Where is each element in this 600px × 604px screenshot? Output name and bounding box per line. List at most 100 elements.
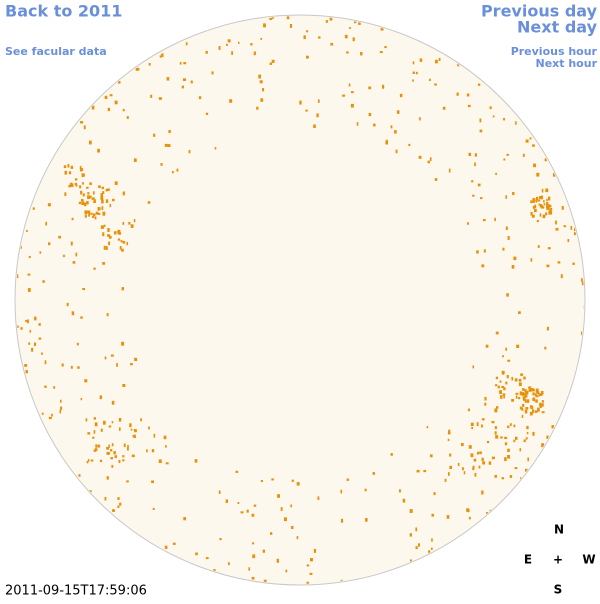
next-hour-link[interactable]: Next hour — [536, 57, 598, 70]
facula — [541, 403, 544, 407]
facula — [93, 191, 95, 195]
facula — [481, 457, 484, 462]
facula — [528, 477, 531, 482]
facula — [94, 199, 96, 203]
facula — [341, 518, 344, 523]
facula — [20, 246, 22, 249]
facula — [106, 476, 109, 480]
facula — [91, 197, 94, 201]
facula — [515, 395, 518, 399]
facula — [527, 457, 530, 462]
facula — [519, 406, 522, 410]
facula — [263, 579, 267, 583]
facula — [505, 381, 508, 385]
facula — [541, 391, 544, 395]
facula — [486, 512, 488, 515]
facula — [28, 255, 31, 259]
facula — [118, 418, 122, 422]
facula — [549, 208, 553, 211]
facula — [574, 232, 576, 236]
facula — [474, 472, 477, 477]
facula — [133, 434, 136, 439]
facula — [164, 545, 168, 549]
facula — [99, 207, 101, 211]
facula — [118, 459, 121, 464]
facula — [44, 360, 47, 365]
facula — [84, 210, 88, 215]
facula — [90, 212, 93, 215]
facula — [176, 168, 179, 172]
previous-day-link[interactable]: Previous day — [481, 2, 598, 21]
facula — [114, 455, 117, 459]
facula — [269, 17, 273, 21]
facula — [537, 245, 540, 248]
facula — [535, 393, 537, 397]
facula — [402, 498, 406, 503]
facula — [259, 80, 263, 84]
facula — [270, 532, 273, 535]
facula — [117, 497, 120, 500]
facula — [511, 376, 514, 381]
next-day-link[interactable]: Next day — [517, 18, 598, 37]
facula — [491, 456, 495, 460]
facula — [122, 221, 125, 225]
facula — [472, 365, 475, 369]
facula — [394, 130, 397, 134]
facula — [95, 444, 98, 448]
facula — [408, 143, 411, 147]
facula — [105, 199, 109, 203]
facula — [97, 206, 100, 211]
facula — [532, 144, 535, 147]
facula — [79, 167, 83, 172]
facula — [29, 330, 32, 333]
facula — [161, 53, 164, 58]
facula — [61, 363, 64, 367]
compass-east: E — [524, 553, 532, 567]
facula — [448, 168, 451, 173]
facula — [479, 129, 483, 133]
facula — [39, 251, 42, 254]
facula — [546, 206, 550, 211]
facula — [524, 394, 528, 398]
facula — [183, 78, 186, 82]
facular-data-link[interactable]: See facular data — [5, 45, 107, 58]
facula — [431, 538, 433, 542]
facula — [470, 422, 474, 427]
facula — [81, 201, 85, 206]
facula — [114, 231, 117, 235]
facula — [542, 214, 546, 219]
facula — [26, 319, 29, 324]
facula — [532, 409, 535, 414]
facula — [109, 94, 113, 97]
facula — [133, 219, 136, 223]
facula — [64, 170, 67, 175]
facula — [534, 204, 537, 209]
facula — [92, 216, 95, 219]
previous-hour-link[interactable]: Previous hour — [511, 45, 598, 58]
facula — [263, 23, 266, 28]
facula — [158, 97, 162, 100]
facula — [291, 525, 294, 530]
facula — [163, 435, 167, 440]
facula — [87, 195, 90, 200]
facula — [183, 517, 187, 521]
facula — [409, 509, 413, 513]
back-link[interactable]: Back to 2011 — [5, 2, 122, 21]
facula — [534, 208, 537, 213]
facula — [123, 443, 126, 448]
facula — [344, 34, 348, 39]
facula — [530, 405, 534, 410]
facula — [306, 30, 309, 33]
facula — [130, 363, 133, 366]
facula — [71, 311, 75, 316]
facula — [471, 426, 474, 430]
facula — [511, 399, 515, 402]
facula — [448, 472, 450, 476]
facula — [477, 451, 480, 455]
facula — [190, 80, 193, 84]
facula — [536, 172, 540, 177]
facula — [299, 100, 302, 105]
facula — [205, 112, 209, 115]
facula — [104, 95, 108, 100]
facula — [528, 386, 532, 389]
